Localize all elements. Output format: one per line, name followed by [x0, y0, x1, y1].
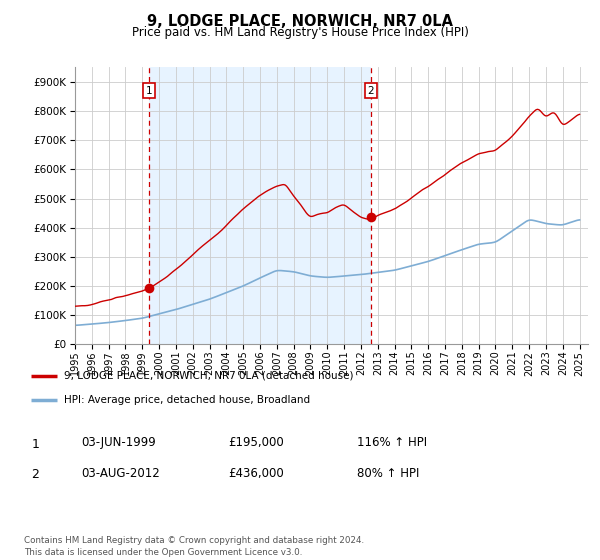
Text: 03-JUN-1999: 03-JUN-1999 [81, 436, 156, 449]
Text: 9, LODGE PLACE, NORWICH, NR7 0LA: 9, LODGE PLACE, NORWICH, NR7 0LA [147, 14, 453, 29]
Text: 1: 1 [146, 86, 152, 96]
Text: 116% ↑ HPI: 116% ↑ HPI [357, 436, 427, 449]
Bar [149, 67, 371, 344]
Text: Price paid vs. HM Land Registry's House Price Index (HPI): Price paid vs. HM Land Registry's House … [131, 26, 469, 39]
Text: HPI: Average price, detached house, Broadland: HPI: Average price, detached house, Broa… [64, 394, 310, 404]
Text: Contains HM Land Registry data © Crown copyright and database right 2024.
This d: Contains HM Land Registry data © Crown c… [24, 536, 364, 557]
Text: 03-AUG-2012: 03-AUG-2012 [81, 466, 160, 480]
Text: 80% ↑ HPI: 80% ↑ HPI [357, 466, 419, 480]
Text: 9, LODGE PLACE, NORWICH, NR7 0LA (detached house): 9, LODGE PLACE, NORWICH, NR7 0LA (detach… [64, 371, 354, 381]
Text: 1: 1 [31, 437, 40, 451]
Text: £195,000: £195,000 [228, 436, 284, 449]
Text: 2: 2 [367, 86, 374, 96]
Text: 2: 2 [31, 468, 40, 482]
Text: £436,000: £436,000 [228, 466, 284, 480]
